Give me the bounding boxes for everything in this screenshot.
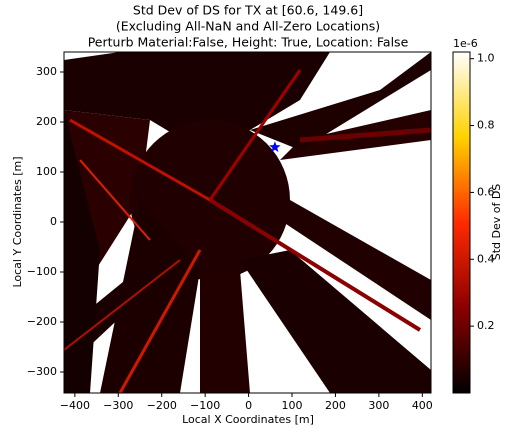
x-tick-label: −400 [60, 399, 90, 412]
colorbar-tick-label: 0.4 [477, 252, 495, 265]
chart-title: Std Dev of DS for TX at [60.6, 149.6] [133, 3, 363, 18]
heatmap-texture [64, 52, 431, 393]
x-tick-label: 400 [412, 399, 433, 412]
y-tick-label: −300 [27, 365, 57, 378]
y-tick-label: 300 [36, 65, 57, 78]
colorbar [452, 51, 471, 394]
colorbar-tick-label: 0.8 [477, 119, 495, 132]
x-tick-label: −100 [190, 399, 220, 412]
y-axis-label: Local Y Coordinates [m] [11, 156, 24, 287]
x-tick-label: 100 [282, 399, 303, 412]
x-axis-label: Local X Coordinates [m] [182, 413, 314, 426]
x-tick-label: 200 [325, 399, 346, 412]
y-tick-label: −200 [27, 315, 57, 328]
tx-marker [269, 141, 281, 153]
chart-subtitle: Perturb Material:False, Height: True, Lo… [88, 35, 409, 50]
x-tick-label: 0 [245, 399, 252, 412]
x-tick-label: −200 [147, 399, 177, 412]
colorbar-offset: 1e-6 [453, 37, 478, 50]
colorbar-tick-label: 0.2 [477, 319, 495, 332]
y-tick-label: 200 [36, 115, 57, 128]
colorbar-tick-label: 0.6 [477, 185, 495, 198]
y-tick-label: 100 [36, 165, 57, 178]
y-tick-label: 0 [50, 215, 57, 228]
x-tick-label: 300 [368, 399, 389, 412]
colorbar-tick-label: 1.0 [477, 52, 495, 65]
x-tick-label: −300 [103, 399, 133, 412]
chart-subtitle: (Excluding All-NaN and All-Zero Location… [116, 19, 380, 34]
y-tick-label: −100 [27, 265, 57, 278]
colorbar-label: Std Dev of DS [490, 184, 503, 261]
